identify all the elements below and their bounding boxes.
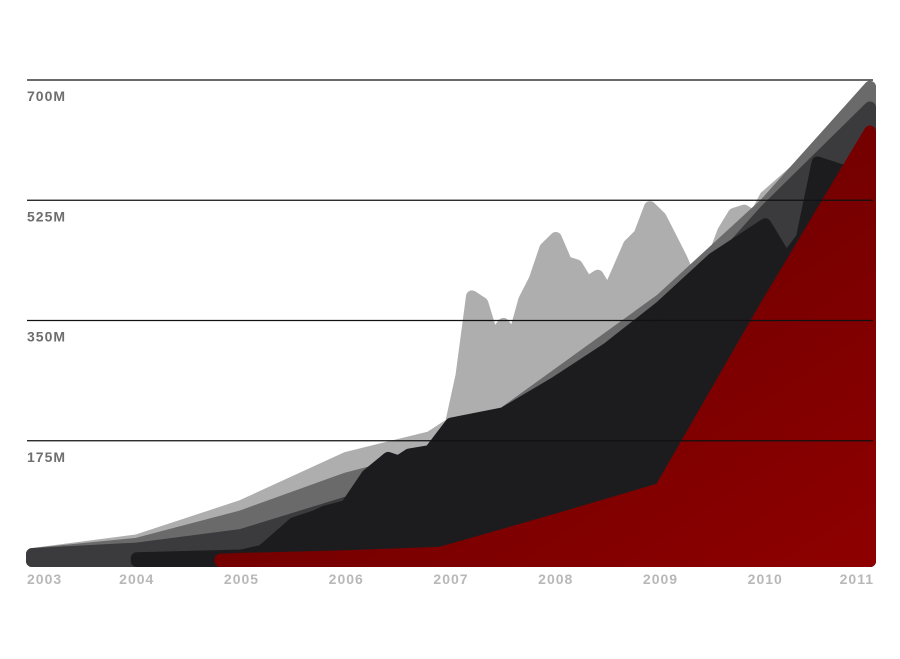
x-tick-label: 2007 [433, 571, 468, 587]
x-tick-label: 2005 [224, 571, 259, 587]
x-tick-label: 2008 [538, 571, 573, 587]
y-tick-label: 175M [27, 449, 66, 465]
x-tick-label: 2011 [840, 571, 874, 587]
x-tick-label: 2003 [27, 571, 62, 587]
x-tick-label: 2004 [119, 571, 154, 587]
y-tick-label: 525M [27, 208, 66, 224]
x-tick-label: 2006 [329, 571, 364, 587]
y-tick-label: 700M [27, 88, 66, 104]
series-areas [26, 80, 876, 567]
x-axis-ticks: 2003 2004 2005 2006 2007 2008 2009 2010 2011 [27, 571, 874, 587]
series-area-5 [214, 125, 876, 567]
y-tick-label: 350M [27, 329, 66, 345]
x-tick-label: 2009 [643, 571, 678, 587]
y-axis-ticks: 700M 525M 350M 175M [27, 88, 66, 465]
gridlines [27, 79, 873, 442]
x-tick-label: 2010 [748, 571, 783, 587]
